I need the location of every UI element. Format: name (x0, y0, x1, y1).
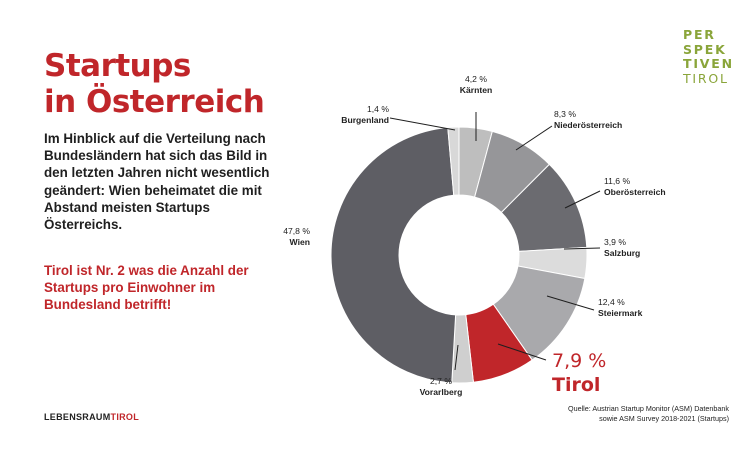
logo-main: LEBENSRAUM (44, 412, 111, 422)
source-line-2: sowie ASM Survey 2018-2021 (Startups) (599, 414, 729, 423)
brand-line-4: TIROL (683, 70, 729, 86)
value-label-wien: 47,8 % (283, 226, 310, 236)
slice-burgenland (447, 126, 460, 196)
perspektiven-tirol-logo: PER SPEK TIVEN TIROL (683, 27, 734, 86)
leader-line-vorarlberg (454, 344, 459, 371)
value-label-steiermark: 12,4 % (598, 297, 625, 307)
category-label-k-rnten: Kärnten (460, 85, 492, 95)
category-label-nieder-sterreich: Niederösterreich (554, 120, 622, 130)
category-label-ober-sterreich: Oberösterreich (604, 187, 666, 197)
leader-line-burgenland (389, 117, 456, 131)
value-label-tirol: 7,9 % (552, 350, 606, 372)
page-title: Startups in Österreich (44, 48, 265, 120)
highlight-text: Tirol ist Nr. 2 was die Anzahl der Start… (44, 263, 249, 313)
title-line-2: in Österreich (44, 84, 265, 120)
category-label-steiermark: Steiermark (598, 308, 643, 318)
category-label-wien: Wien (290, 237, 310, 247)
value-label-salzburg: 3,9 % (604, 237, 626, 247)
category-label-vorarlberg: Vorarlberg (420, 387, 463, 397)
brand-line-1: PER (683, 27, 716, 42)
source-note: Quelle: Austrian Startup Monitor (ASM) D… (568, 404, 729, 424)
source-line-1: Quelle: Austrian Startup Monitor (ASM) D… (568, 404, 729, 413)
value-label-k-rnten: 4,2 % (465, 74, 487, 84)
brand-line-3: TIVEN (683, 56, 734, 71)
brand-line-2: SPEK (683, 41, 727, 57)
leader-line-tirol (497, 343, 547, 361)
category-label-salzburg: Salzburg (604, 248, 640, 258)
value-label-burgenland: 1,4 % (367, 104, 389, 114)
value-label-nieder-sterreich: 8,3 % (554, 109, 576, 119)
lebensraum-tirol-logo: LEBENSRAUMTIROL (44, 412, 139, 422)
title-line-1: Startups (44, 48, 191, 84)
leader-line-salzburg (563, 247, 601, 250)
leader-line-ober-sterreich (564, 190, 601, 209)
slice-wien (330, 126, 457, 384)
logo-accent: TIROL (110, 412, 140, 422)
value-label-vorarlberg: 2,7 % (430, 376, 452, 386)
leader-line-steiermark (546, 295, 595, 311)
body-text: Im Hinblick auf die Verteilung nach Bund… (44, 131, 270, 233)
leader-line-nieder-sterreich (515, 125, 553, 151)
value-label-ober-sterreich: 11,6 % (604, 176, 630, 186)
category-label-tirol: Tirol (552, 374, 600, 396)
category-label-burgenland: Burgenland (341, 115, 389, 125)
